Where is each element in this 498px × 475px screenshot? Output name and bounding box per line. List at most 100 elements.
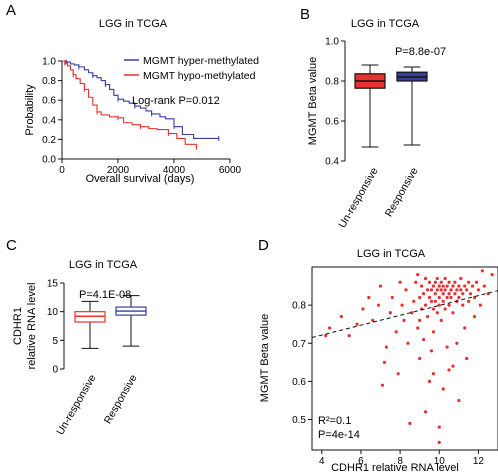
scatter-point [449, 295, 453, 300]
scatter-point [390, 295, 394, 300]
scatter-point [429, 288, 434, 292]
scatter-point [418, 295, 422, 300]
scatter-point [451, 364, 455, 368]
panel-b-box-responsive [396, 66, 428, 146]
legend-label-hypo: MGMT hypo-methylated [143, 70, 256, 82]
scatter-point [388, 311, 392, 315]
scatter-point [453, 292, 457, 296]
panel-d-r2: R²=0.1 [318, 415, 351, 427]
scatter-point [468, 292, 473, 296]
scatter-point [414, 280, 418, 284]
scatter-point [384, 345, 388, 349]
scatter-point [455, 288, 459, 292]
scatter-point [465, 288, 469, 292]
scatter-point [437, 425, 441, 429]
scatter-point [463, 284, 467, 288]
scatter-point [423, 303, 428, 307]
scatter-point [361, 307, 365, 311]
panel-c-box-responsive [115, 295, 147, 347]
scatter-point [445, 295, 449, 300]
panel-b-title: LGG in TCGA [351, 18, 420, 30]
panel-a-letter: A [6, 2, 16, 19]
panel-a-xtick-label: 6000 [219, 165, 242, 176]
panel-d-plot-frame [311, 266, 498, 451]
panel-a-ytick-label: 0.8 [42, 76, 56, 87]
panel-b-xtick-unresponsive: Un-responsive [336, 165, 380, 230]
scatter-point [470, 284, 475, 288]
panel-c-pvalue: P=4.1E-08 [79, 289, 131, 301]
scatter-point [406, 341, 410, 345]
scatter-point [425, 314, 430, 319]
panel-d-letter: D [258, 237, 269, 254]
panel-b-ytick-label: 0.8 [325, 77, 339, 88]
panel-d-ytick-label: 0.8 [292, 301, 306, 312]
panel-b-pvalue: P=8.8e-07 [395, 46, 446, 58]
scatter-point [451, 311, 455, 315]
scatter-point [441, 292, 445, 296]
scatter-point [461, 292, 465, 296]
panel-d: D LGG in TCGA 0.5 0.6 0.7 0.8 4 6 8 10 12 MGMT B… [258, 237, 498, 474]
scatter-point [439, 318, 443, 322]
panel-a-xlabel: Overall survival (days) [86, 173, 195, 185]
scatter-point [404, 288, 408, 292]
scatter-point [443, 276, 447, 281]
scatter-point [445, 284, 449, 288]
scatter-point [418, 318, 422, 322]
panel-a-legend: MGMT hyper-methylated MGMT hypo-methylat… [124, 55, 259, 82]
scatter-point [443, 288, 447, 292]
scatter-point [431, 372, 435, 376]
scatter-point [467, 280, 471, 284]
panel-c-boxes [74, 295, 147, 349]
scatter-point [435, 311, 439, 315]
panel-d-xtick-label: 6 [358, 456, 364, 467]
scatter-point [457, 398, 461, 403]
panel-b-ytick-label: 0.6 [325, 117, 339, 128]
scatter-point [400, 303, 404, 307]
panel-d-ytick-label: 0.7 [292, 339, 306, 350]
scatter-point [402, 318, 406, 322]
panel-d-xtick-label: 4 [319, 456, 325, 467]
survival-curve-hyper [62, 60, 219, 139]
scatter-point [480, 269, 484, 273]
scatter-point [461, 303, 465, 307]
panel-b-box-unresponsive [354, 64, 386, 148]
scatter-point [437, 440, 441, 444]
panel-a-ytick-label: 0.2 [42, 135, 56, 146]
panel-c-xtick-responsive: Responsive [102, 372, 140, 426]
scatter-point [437, 295, 441, 300]
panel-b: B LGG in TCGA 0.4 0.6 0.8 1.0 MGMT Beta val… [300, 6, 446, 230]
scatter-point [459, 288, 463, 292]
scatter-point [431, 330, 435, 334]
scatter-point [433, 299, 437, 303]
scatter-point [431, 307, 435, 311]
legend-label-hyper: MGMT hyper-methylated [143, 55, 259, 67]
scatter-point [422, 292, 426, 296]
scatter-point [427, 295, 432, 300]
panel-a-xtick-label: 2000 [107, 165, 130, 176]
panel-a-ytick-label: 0.4 [42, 115, 56, 126]
scatter-point [420, 284, 424, 288]
scatter-point [328, 326, 332, 330]
panel-a: A LGG in TCGA 0.0 0.2 0.4 0.6 0.8 1.0 0 2000 400… [6, 2, 259, 185]
panel-b-ytick-label: 0.4 [325, 157, 339, 168]
scatter-point [447, 292, 451, 296]
panel-c-letter: C [6, 237, 17, 254]
scatter-point [429, 299, 434, 303]
scatter-point [490, 273, 494, 277]
panel-d-xtick-label: 10 [434, 456, 446, 467]
panel-b-ytick-label: 1.0 [325, 37, 339, 48]
scatter-point [437, 284, 441, 288]
panel-a-ylabel: Probability [24, 84, 36, 136]
panel-d-xtick-label: 12 [473, 456, 485, 467]
scatter-point [447, 280, 451, 284]
scatter-point [423, 276, 428, 281]
panel-c-ytick-label: 0 [52, 365, 58, 376]
scatter-point [394, 330, 398, 334]
scatter-point [418, 356, 422, 361]
scatter-point [447, 368, 451, 372]
scatter-point [398, 280, 402, 284]
scatter-point [445, 345, 449, 349]
scatter-point [439, 288, 443, 292]
scatter-point [396, 372, 400, 376]
scatter-point [431, 284, 435, 288]
